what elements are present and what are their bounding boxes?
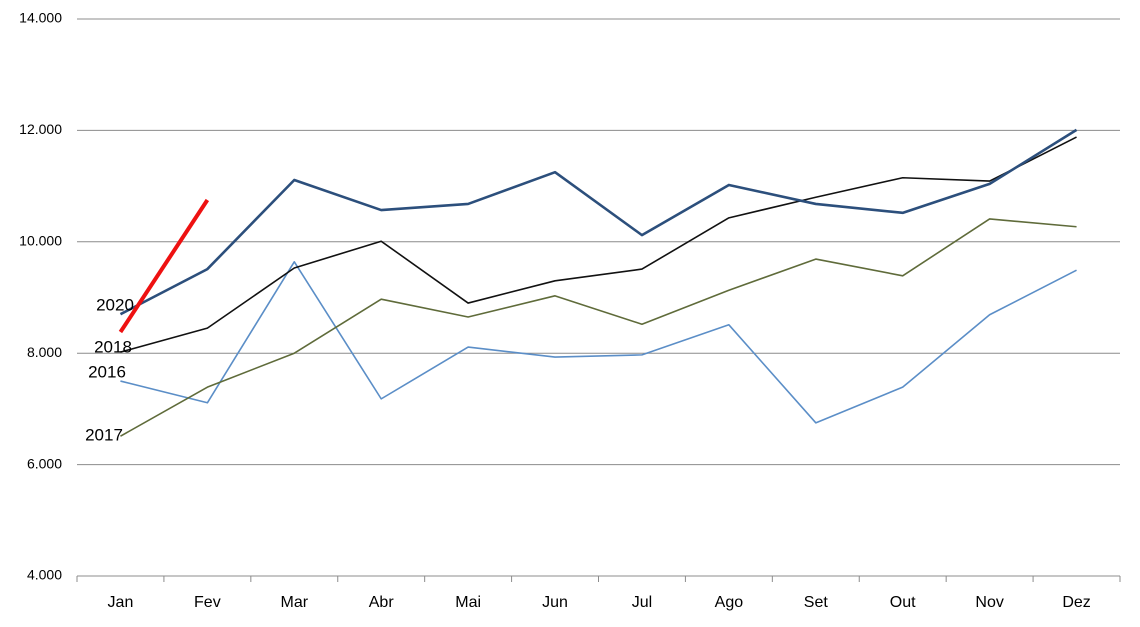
x-tick-label: Jan: [108, 594, 134, 611]
x-tick-label: Abr: [369, 594, 395, 611]
series-label: 2017: [85, 426, 123, 445]
x-tick-label: Set: [804, 594, 829, 611]
x-tick-label: Dez: [1062, 594, 1090, 611]
y-tick-label: 14.000: [19, 10, 62, 26]
x-tick-label: Mai: [455, 594, 481, 611]
y-tick-label: 10.000: [19, 233, 62, 249]
x-tick-label: Ago: [715, 594, 744, 611]
series-line: [120, 136, 1077, 353]
series-line: [119, 128, 1078, 316]
series-line: [120, 218, 1077, 437]
x-tick-label: Mar: [281, 594, 309, 611]
x-tick-label: Jun: [542, 594, 568, 611]
x-tick-label: Fev: [194, 594, 221, 611]
series-line: [120, 261, 1077, 424]
y-tick-label: 12.000: [19, 121, 62, 137]
y-tick-label: 4.000: [27, 567, 62, 583]
series-label: 2018: [94, 338, 132, 357]
y-tick-label: 6.000: [27, 455, 62, 471]
series-label: 2016: [88, 363, 126, 382]
x-tick-label: Out: [890, 594, 916, 611]
series-line: [118, 198, 210, 334]
x-tick-label: Nov: [975, 594, 1003, 611]
y-tick-label: 8.000: [27, 344, 62, 360]
series-label: 2020: [96, 296, 134, 315]
x-tick-label: Jul: [632, 594, 652, 611]
